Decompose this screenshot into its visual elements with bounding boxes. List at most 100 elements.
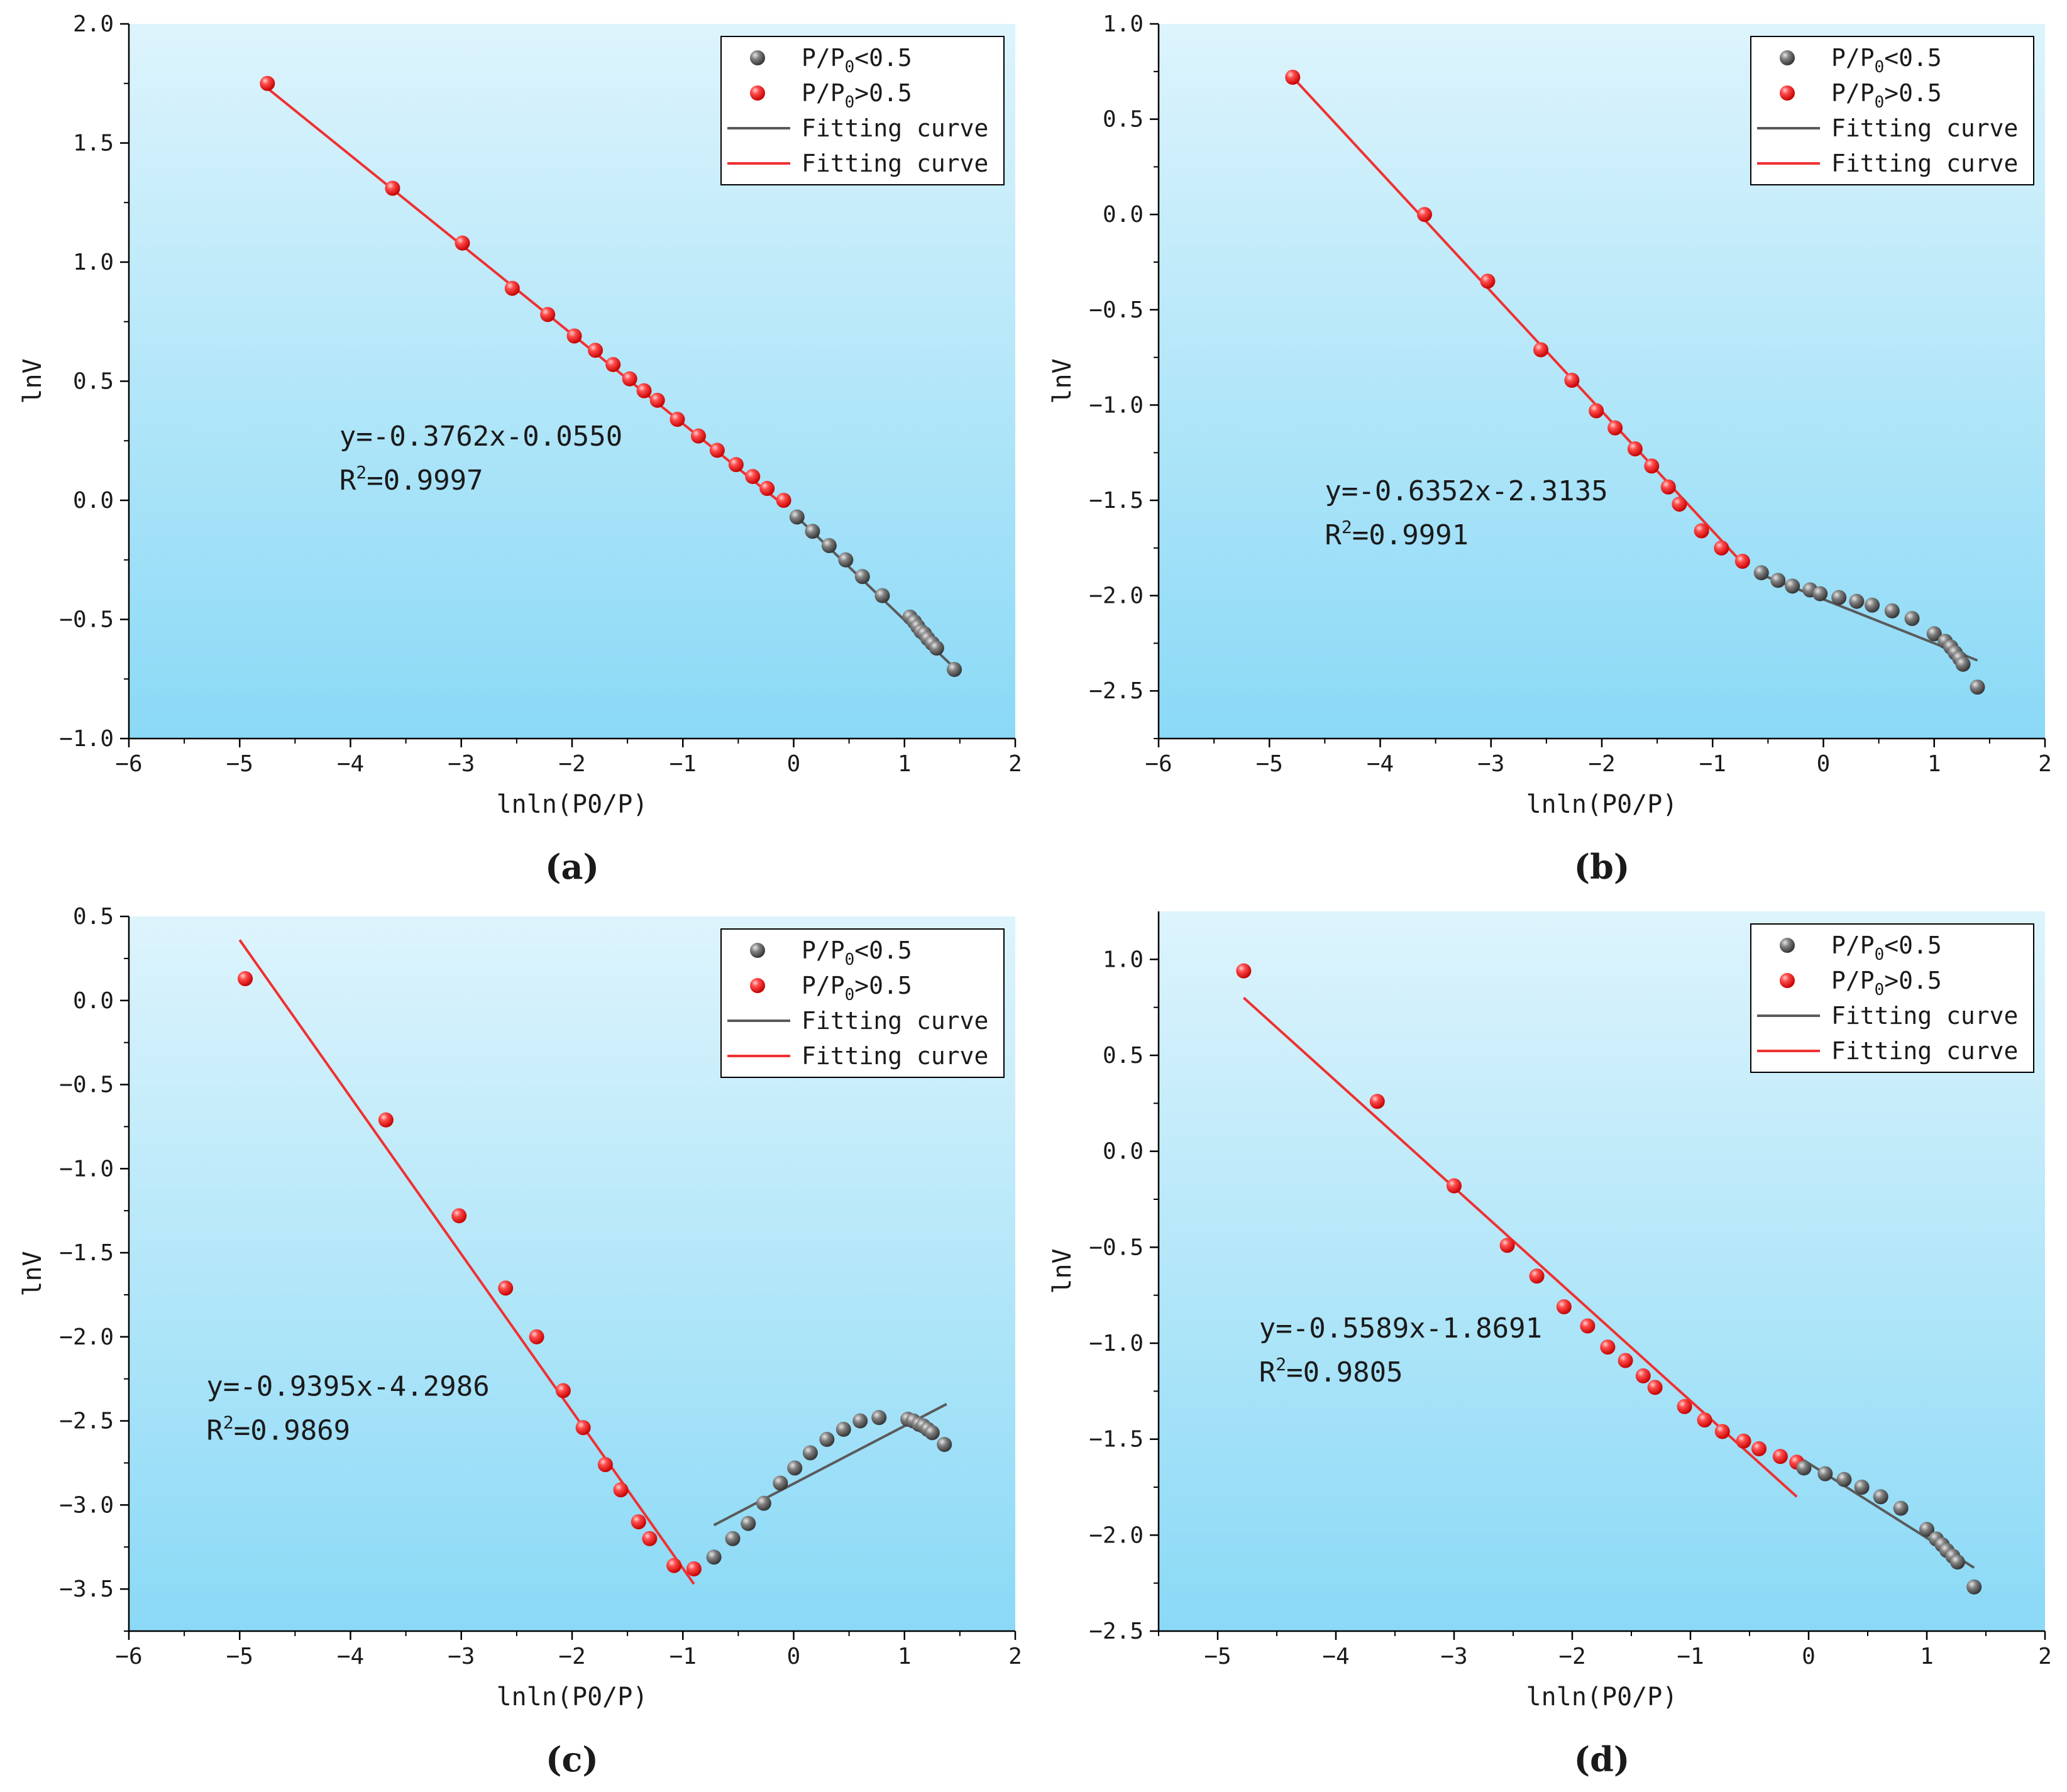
point-high: [636, 383, 652, 399]
panel-c: −6 −5 −4 −3 −2 −1 0 1 2 −3.5 −3.0 −2.5 −2.0 −1.5 −1.0 −…: [18, 904, 1022, 1779]
point-low: [1854, 1480, 1870, 1495]
legend-marker-high: [750, 85, 765, 101]
x-tick-label: −1: [670, 751, 697, 777]
y-tick-label: −0.5: [59, 607, 114, 633]
x-tick-label: −3: [1440, 1644, 1467, 1669]
data-layer: [260, 75, 962, 678]
y-tick-label: 0.5: [73, 369, 114, 395]
point-low: [852, 1413, 868, 1429]
point-high: [260, 75, 275, 91]
point-low: [1873, 1489, 1888, 1505]
point-high: [1751, 1441, 1767, 1456]
legend-marker-low: [1780, 938, 1795, 953]
point-high: [1564, 372, 1580, 388]
y-axis-label: lnV: [18, 1251, 47, 1296]
x-axis-label: lnln(P0/P): [1526, 1683, 1678, 1712]
point-high: [1627, 441, 1643, 457]
point-high: [1736, 1433, 1751, 1449]
x-tick-label: 2: [1008, 751, 1022, 777]
legend-label: Fitting curve: [1831, 150, 2018, 177]
y-tick-label: −0.5: [59, 1072, 114, 1098]
y-tick-label: −2.0: [59, 1324, 114, 1350]
y-tick-label: 1.5: [73, 131, 114, 157]
data-layer: [1285, 69, 1985, 695]
point-high: [690, 428, 706, 444]
panel-b: −6 −5 −4 −3 −2 −1 0 1 2 −2.5 −2.0 −1.5 −1.0 −0.5 0.0 0.…: [1048, 11, 2052, 887]
y-tick-label: 0.0: [1103, 1139, 1144, 1165]
legend-label: Fitting curve: [802, 150, 988, 177]
point-low: [1966, 1579, 1982, 1595]
point-high: [1734, 554, 1750, 569]
point-low: [1955, 656, 1971, 672]
legend-label: Fitting curve: [802, 1042, 988, 1070]
x-tick-label: −3: [448, 1644, 475, 1669]
x-tick-label: −5: [226, 1644, 253, 1669]
point-low: [756, 1495, 771, 1511]
x-tick-label: 2: [1008, 1644, 1022, 1669]
x-tick-label: 1: [898, 1644, 912, 1669]
point-low: [1949, 1554, 1965, 1570]
x-tick-label: 0: [1817, 751, 1831, 777]
y-tick-label: −3.5: [59, 1576, 114, 1602]
point-low: [802, 1445, 818, 1461]
point-low: [854, 569, 870, 585]
r-squared-label: R2=0.9997: [339, 462, 483, 497]
point-high: [1647, 1380, 1663, 1395]
point-high: [1660, 479, 1676, 495]
x-tick-label: 2: [2038, 751, 2052, 777]
x-tick-label: −6: [115, 1644, 142, 1669]
point-low: [1849, 593, 1865, 609]
legend-marker-high: [1780, 85, 1795, 101]
point-high: [1672, 497, 1687, 512]
point-high: [498, 1280, 514, 1296]
r-squared-label: R2=0.9869: [206, 1412, 350, 1446]
y-tick-label: −1.5: [1089, 1427, 1144, 1453]
legend-label: Fitting curve: [802, 1007, 988, 1035]
point-low: [1785, 578, 1800, 594]
point-high: [575, 1420, 591, 1436]
point-high: [1369, 1094, 1385, 1109]
point-high: [622, 371, 637, 387]
point-high: [728, 457, 744, 473]
panel-label: (b): [1574, 847, 1630, 887]
x-tick-label: −2: [558, 1644, 585, 1669]
point-high: [504, 280, 520, 296]
y-tick-label: −0.5: [1089, 1234, 1144, 1260]
x-tick-label: 0: [1802, 1644, 1816, 1669]
fit-equation: y=-0.6352x-2.3135: [1325, 475, 1607, 507]
legend-marker-high: [750, 978, 765, 993]
point-low: [947, 662, 962, 678]
legend-label: P/P0>0.5: [1831, 967, 1942, 999]
legend-marker-low: [750, 50, 765, 65]
point-high: [1285, 69, 1301, 85]
point-high: [1714, 1424, 1730, 1439]
x-tick-label: −3: [448, 751, 475, 777]
legend-label: Fitting curve: [1831, 114, 2018, 142]
y-tick-label: −2.5: [59, 1409, 114, 1434]
x-tick-label: −4: [1367, 751, 1394, 777]
legend-label: P/P0<0.5: [1831, 44, 1942, 77]
data-layer: [238, 939, 952, 1585]
point-low: [1817, 1466, 1833, 1481]
point-low: [741, 1515, 756, 1531]
fit-equation: y=-0.5589x-1.8691: [1259, 1312, 1542, 1344]
x-tick-label: −2: [558, 751, 585, 777]
x-tick-label: 2: [2038, 1644, 2052, 1669]
point-low: [821, 538, 837, 554]
x-tick-label: −1: [1677, 1644, 1704, 1669]
y-tick-label: 2.0: [73, 11, 114, 37]
y-tick-label: 0.0: [73, 488, 114, 514]
x-tick-label: −4: [1322, 1644, 1349, 1669]
legend-label: P/P0<0.5: [1831, 932, 1942, 964]
x-tick-label: −1: [1699, 751, 1726, 777]
x-axis-label: lnln(P0/P): [1526, 790, 1678, 819]
fit-equation: y=-0.9395x-4.2986: [206, 1370, 489, 1402]
point-high: [1600, 1339, 1616, 1355]
legend-label: P/P0<0.5: [802, 44, 912, 77]
point-high: [1677, 1399, 1692, 1414]
point-high: [1556, 1299, 1572, 1314]
point-high: [1607, 420, 1623, 436]
point-low: [773, 1475, 788, 1491]
y-tick-label: −1.5: [1089, 488, 1144, 514]
point-high: [588, 343, 604, 358]
